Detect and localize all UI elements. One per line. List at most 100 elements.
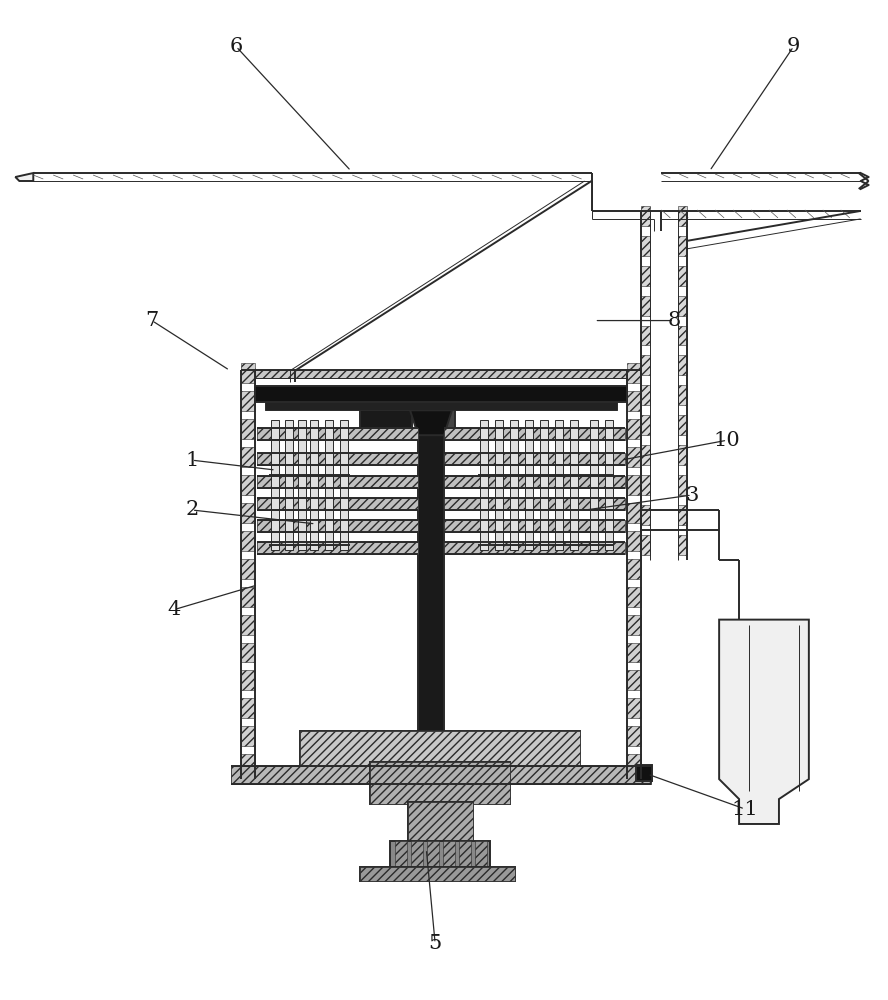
Bar xyxy=(641,296,650,316)
Bar xyxy=(257,498,418,510)
Bar xyxy=(628,531,641,551)
Bar xyxy=(678,326,687,345)
Bar xyxy=(241,447,255,467)
Bar xyxy=(678,206,687,226)
Bar xyxy=(411,841,423,869)
Bar xyxy=(427,841,439,869)
Bar xyxy=(628,447,641,467)
Bar xyxy=(628,419,641,439)
Bar xyxy=(637,765,653,781)
Bar xyxy=(540,420,548,550)
Bar xyxy=(257,476,418,488)
Bar xyxy=(444,453,625,465)
Text: 6: 6 xyxy=(229,37,242,56)
Bar xyxy=(241,698,255,718)
Bar xyxy=(443,841,455,869)
Bar xyxy=(444,428,625,440)
Polygon shape xyxy=(410,410,452,435)
Bar xyxy=(678,296,687,316)
Bar xyxy=(408,802,473,844)
Bar xyxy=(241,587,255,607)
Bar xyxy=(425,402,455,432)
Bar xyxy=(678,385,687,405)
Bar xyxy=(678,535,687,555)
Bar xyxy=(678,236,687,256)
Bar xyxy=(418,410,444,799)
Bar xyxy=(641,445,650,465)
Bar xyxy=(641,415,650,435)
Text: 9: 9 xyxy=(787,37,800,56)
Text: 10: 10 xyxy=(714,431,741,450)
Bar xyxy=(480,420,488,550)
Bar xyxy=(641,355,650,375)
Bar xyxy=(444,520,625,532)
Bar xyxy=(475,841,487,869)
Bar xyxy=(444,498,625,510)
Bar xyxy=(241,363,255,383)
Bar xyxy=(606,420,614,550)
Bar xyxy=(495,420,503,550)
Bar xyxy=(628,559,641,579)
Bar xyxy=(678,355,687,375)
Bar xyxy=(241,670,255,690)
Bar xyxy=(241,503,255,523)
Polygon shape xyxy=(15,173,33,181)
Bar xyxy=(241,643,255,662)
Polygon shape xyxy=(719,620,809,824)
Bar xyxy=(678,445,687,465)
Bar xyxy=(390,841,490,869)
Text: 8: 8 xyxy=(668,311,681,330)
Bar xyxy=(628,670,641,690)
Bar xyxy=(641,206,650,226)
Bar xyxy=(257,453,418,465)
Bar xyxy=(265,402,617,410)
Text: 7: 7 xyxy=(146,311,158,330)
Bar xyxy=(257,520,418,532)
Bar xyxy=(678,505,687,525)
Text: 3: 3 xyxy=(686,486,699,505)
Bar xyxy=(370,762,510,804)
Bar xyxy=(678,266,687,286)
Bar xyxy=(555,420,563,550)
Bar xyxy=(408,802,473,844)
Bar xyxy=(641,326,650,345)
Bar xyxy=(641,236,650,256)
Bar xyxy=(444,542,625,554)
Bar xyxy=(370,762,510,804)
Bar xyxy=(641,385,650,405)
Bar xyxy=(628,615,641,635)
Bar xyxy=(510,420,518,550)
Bar xyxy=(257,542,418,554)
Bar xyxy=(241,391,255,411)
Bar xyxy=(641,505,650,525)
Bar xyxy=(241,475,255,495)
Bar xyxy=(628,475,641,495)
Bar xyxy=(628,363,641,383)
Bar xyxy=(298,420,306,550)
Bar xyxy=(628,587,641,607)
Bar xyxy=(628,754,641,774)
Bar xyxy=(255,386,628,402)
Bar xyxy=(361,867,515,881)
Bar xyxy=(340,420,348,550)
Bar xyxy=(569,420,577,550)
Bar xyxy=(241,419,255,439)
Bar xyxy=(678,415,687,435)
Bar xyxy=(628,503,641,523)
Bar xyxy=(628,698,641,718)
Text: 11: 11 xyxy=(732,800,758,819)
Bar xyxy=(255,370,628,378)
Bar xyxy=(231,766,652,784)
Bar xyxy=(628,726,641,746)
Bar xyxy=(641,475,650,495)
Bar xyxy=(459,841,471,869)
Bar xyxy=(590,420,598,550)
Bar xyxy=(241,615,255,635)
Bar xyxy=(286,420,293,550)
Bar xyxy=(388,432,408,440)
Bar xyxy=(311,420,319,550)
Bar xyxy=(271,420,279,550)
Bar xyxy=(444,476,625,488)
Bar xyxy=(361,867,515,881)
Bar xyxy=(241,559,255,579)
